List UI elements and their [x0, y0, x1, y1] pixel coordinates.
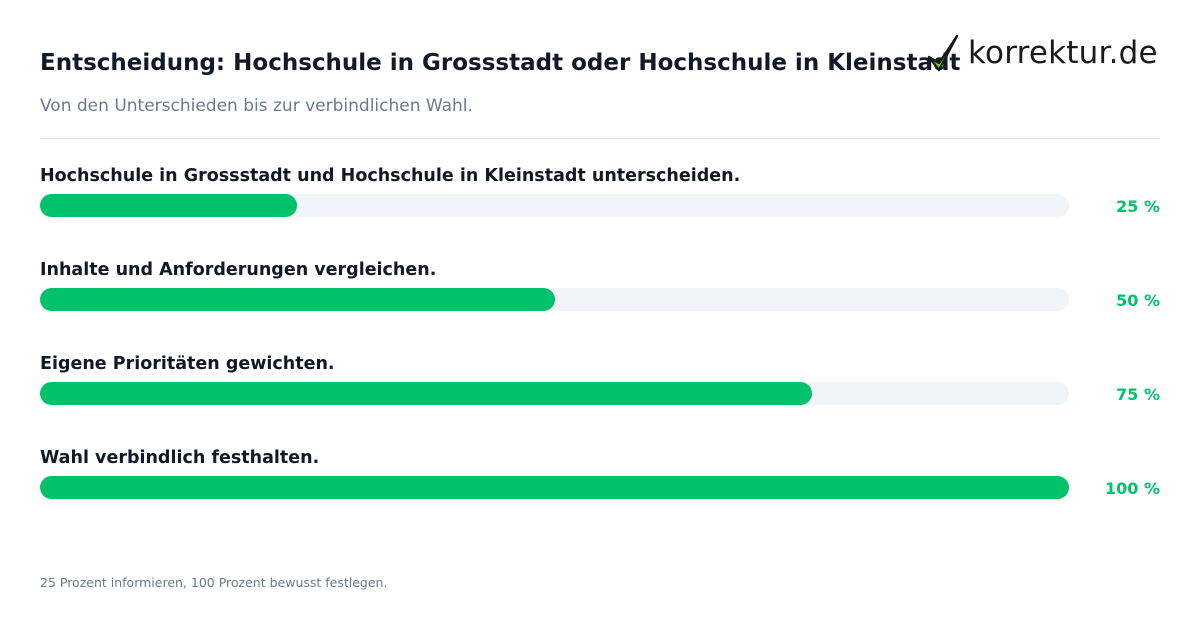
progress-row: Wahl verbindlich festhalten. 100 % [40, 448, 1160, 542]
brand-name: korrektur.de [968, 35, 1158, 71]
progress-row-label: Eigene Prioritäten gewichten. [40, 354, 335, 374]
progress-bar-fill [40, 288, 555, 311]
progress-value-label: 25 % [1116, 197, 1160, 216]
progress-track [40, 476, 1069, 499]
chart-subtitle: Von den Unterschieden bis zur verbindlic… [40, 96, 473, 116]
progress-bar-fill [40, 382, 812, 405]
progress-row: Eigene Prioritäten gewichten. 75 % [40, 354, 1160, 448]
header-divider [40, 138, 1160, 139]
progress-row: Inhalte und Anforderungen vergleichen. 50… [40, 260, 1160, 354]
progress-value-label: 75 % [1116, 385, 1160, 404]
progress-bar-fill [40, 476, 1069, 499]
brand-logo: korrektur.de [926, 28, 1158, 78]
progress-row-label: Hochschule in Grossstadt und Hochschule … [40, 166, 741, 186]
progress-value-label: 100 % [1105, 479, 1160, 498]
progress-chart: Hochschule in Grossstadt und Hochschule … [40, 166, 1160, 542]
checkmark-icon [927, 34, 959, 72]
progress-row: Hochschule in Grossstadt und Hochschule … [40, 166, 1160, 260]
progress-bar-fill [40, 194, 298, 217]
progress-value-label: 50 % [1116, 291, 1160, 310]
progress-track [40, 382, 1069, 405]
progress-row-label: Inhalte und Anforderungen vergleichen. [40, 260, 437, 280]
progress-track [40, 288, 1069, 311]
footnote: 25 Prozent informieren, 100 Prozent bewu… [40, 575, 388, 590]
progress-track [40, 194, 1069, 217]
progress-row-label: Wahl verbindlich festhalten. [40, 448, 320, 468]
chart-title: Entscheidung: Hochschule in Grossstadt o… [40, 50, 961, 76]
